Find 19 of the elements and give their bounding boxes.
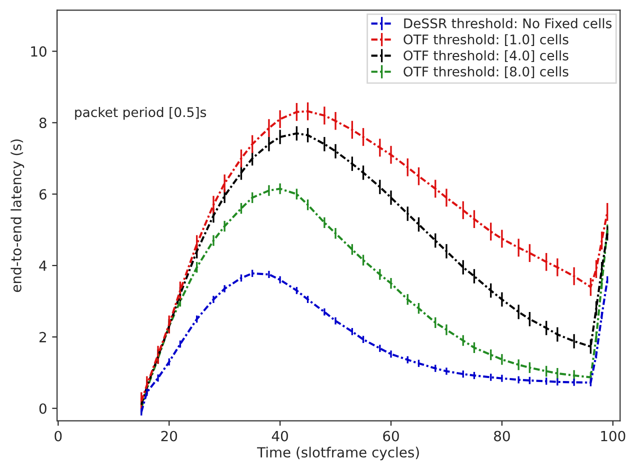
x-tick-label: 0 [54,430,62,442]
y-tick-label: 8 [39,118,46,128]
x-axis-title: Time (slotframe cycles) [257,446,419,460]
y-tick-label: 0 [39,403,46,414]
x-tick-label: 100 [601,430,626,442]
y-tick-label: 2 [40,332,46,342]
x-tick-label: 80 [494,430,510,442]
annotation: packet period [0.5]s [75,106,206,120]
x-tick-label: 20 [161,430,178,442]
legend-label: OTF threshold: [1.0] cells [404,34,568,46]
y-axis-title: end-to-end latency (s) [10,139,24,292]
legend-label: OTF threshold: [4.0] cells [404,50,568,62]
legend-label: OTF threshold: [8.0] cells [404,66,568,78]
x-tick-label: 40 [272,430,288,442]
y-tick-label: 6 [39,189,46,200]
x-tick-label: 60 [383,430,399,442]
legend-label: DeSSR threshold: No Fixed cells [404,18,612,28]
y-tick-label: 10 [31,46,46,57]
y-tick-label: 4 [39,260,47,271]
